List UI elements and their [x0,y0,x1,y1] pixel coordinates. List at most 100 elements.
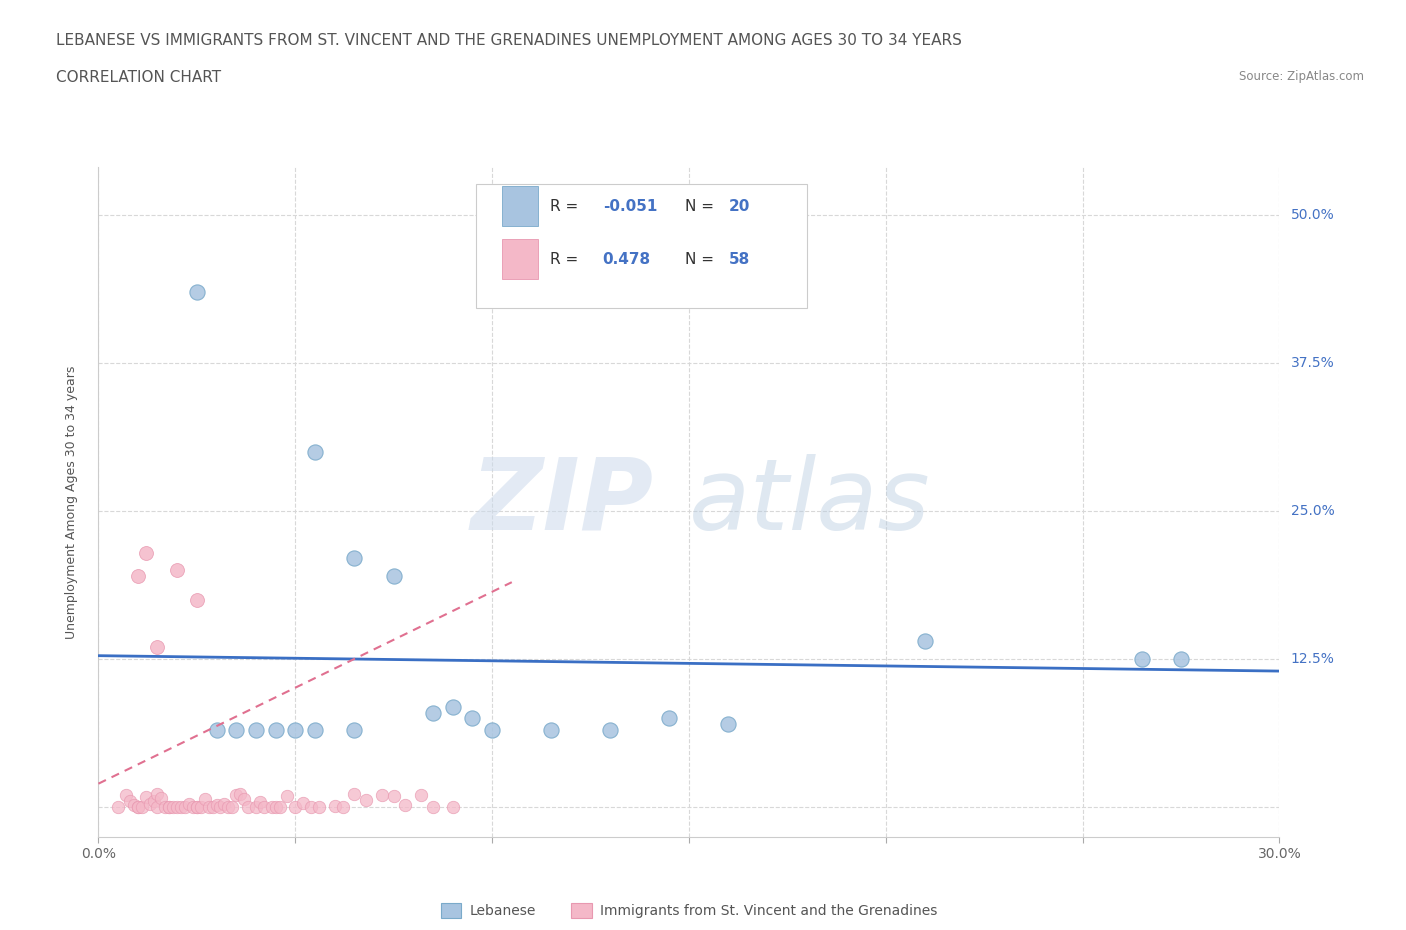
Text: R =: R = [550,199,582,214]
Point [166,799,188,814]
Point [166,563,188,578]
Point [157,800,180,815]
Point [135,545,157,560]
Point [304,445,326,459]
Point [142,794,165,809]
FancyBboxPatch shape [502,239,537,279]
Point [299,800,322,815]
Text: CORRELATION CHART: CORRELATION CHART [56,70,221,85]
Point [717,717,740,732]
Point [422,800,444,815]
Point [371,788,394,803]
Point [214,797,236,812]
Point [135,790,157,804]
Text: 0.478: 0.478 [603,252,651,267]
Point [146,800,169,815]
Point [269,800,291,815]
Point [146,787,169,802]
Point [245,723,267,737]
Point [354,792,377,807]
Point [107,800,129,815]
Point [177,797,200,812]
Point [201,800,224,815]
Point [150,790,173,805]
Point [343,787,366,802]
Text: N =: N = [685,199,720,214]
Point [411,788,433,803]
Point [308,800,330,815]
Point [221,800,243,815]
Point [292,795,315,810]
Point [332,800,354,815]
Text: R =: R = [550,252,588,267]
Point [127,800,149,815]
Text: LEBANESE VS IMMIGRANTS FROM ST. VINCENT AND THE GRENADINES UNEMPLOYMENT AMONG AG: LEBANESE VS IMMIGRANTS FROM ST. VINCENT … [56,33,962,47]
Point [481,723,503,737]
Text: N =: N = [685,252,720,267]
Point [1130,652,1153,667]
Point [229,787,252,802]
Point [131,800,153,815]
Text: 50.0%: 50.0% [1291,207,1334,222]
Text: 25.0%: 25.0% [1291,504,1334,518]
Text: 12.5%: 12.5% [1291,652,1334,666]
Point [253,800,276,815]
Point [276,789,298,804]
Point [122,797,145,812]
Point [441,800,464,815]
Point [205,723,228,737]
Text: -0.051: -0.051 [603,199,657,214]
Y-axis label: Unemployment Among Ages 30 to 34 years: Unemployment Among Ages 30 to 34 years [65,365,77,639]
Text: 37.5%: 37.5% [1291,356,1334,370]
Point [127,569,149,584]
Point [264,723,287,737]
Point [658,711,681,726]
Text: 58: 58 [730,252,751,267]
Point [205,797,228,812]
Point [422,705,444,720]
Point [1170,652,1192,667]
Point [186,285,208,299]
FancyBboxPatch shape [502,186,537,226]
Point [181,800,204,815]
Point [264,800,287,815]
Point [382,569,405,584]
Point [245,800,267,815]
Point [260,800,283,815]
Point [394,797,416,812]
Point [540,723,562,737]
Point [284,800,307,815]
Text: ZIP: ZIP [471,454,654,551]
FancyBboxPatch shape [477,184,807,308]
Point [115,787,138,802]
Point [249,795,271,810]
Point [190,800,212,815]
Point [174,800,197,815]
Point [186,800,208,815]
Point [599,723,621,737]
Point [118,793,141,808]
Point [155,800,177,815]
Point [197,800,219,815]
Point [209,800,232,815]
Point [138,797,160,812]
Point [236,800,259,815]
Point [146,640,169,655]
Point [127,800,149,815]
Point [186,592,208,607]
Point [343,551,366,566]
Point [323,799,346,814]
Point [217,800,239,815]
Text: 20: 20 [730,199,751,214]
Text: atlas: atlas [689,454,931,551]
Point [194,791,217,806]
Point [441,699,464,714]
Point [233,791,256,806]
Point [461,711,484,726]
Point [157,800,180,815]
Text: Source: ZipAtlas.com: Source: ZipAtlas.com [1239,70,1364,83]
Point [304,723,326,737]
Point [162,800,184,815]
Point [186,800,208,815]
Point [225,787,247,802]
